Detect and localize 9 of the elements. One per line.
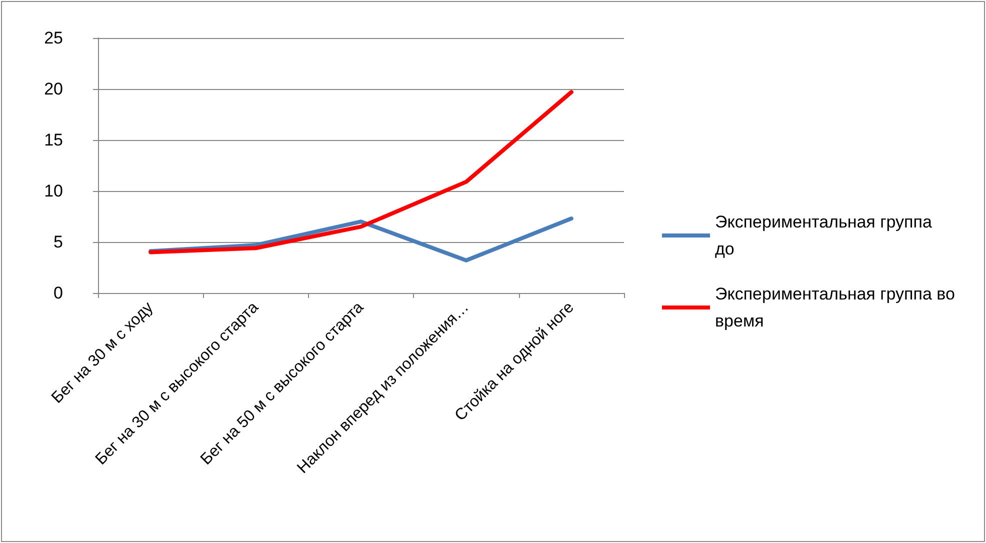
legend-label: Экспериментальная группа до [715, 212, 932, 258]
legend-label: Экспериментальная группа во время [715, 284, 955, 330]
y-tick-label: 20 [44, 80, 63, 98]
y-tick-label: 15 [44, 130, 63, 150]
line-series [148, 90, 574, 254]
y-tick-label: 10 [44, 182, 63, 200]
y-tick-label: 0 [54, 284, 63, 302]
y-tick-label: 5 [54, 232, 63, 252]
y-tick-label: 25 [44, 28, 63, 48]
